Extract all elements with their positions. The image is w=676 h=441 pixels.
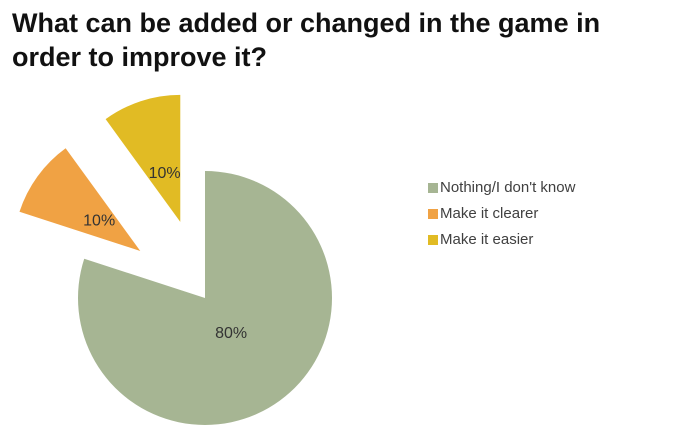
chart-title: What can be added or changed in the game…	[12, 8, 601, 72]
legend-label: Nothing/I don't know	[440, 179, 576, 196]
data-label: 10%	[83, 212, 115, 229]
legend-label: Make it clearer	[440, 205, 538, 222]
pie-slice	[78, 171, 333, 425]
pie-slice	[105, 94, 181, 222]
legend-swatch	[428, 183, 438, 193]
legend-swatch	[428, 235, 438, 245]
pie-slice	[19, 148, 141, 251]
data-label: 10%	[149, 165, 181, 182]
data-label: 80%	[215, 325, 247, 342]
legend-swatch	[428, 209, 438, 219]
legend-label: Make it easier	[440, 231, 533, 248]
